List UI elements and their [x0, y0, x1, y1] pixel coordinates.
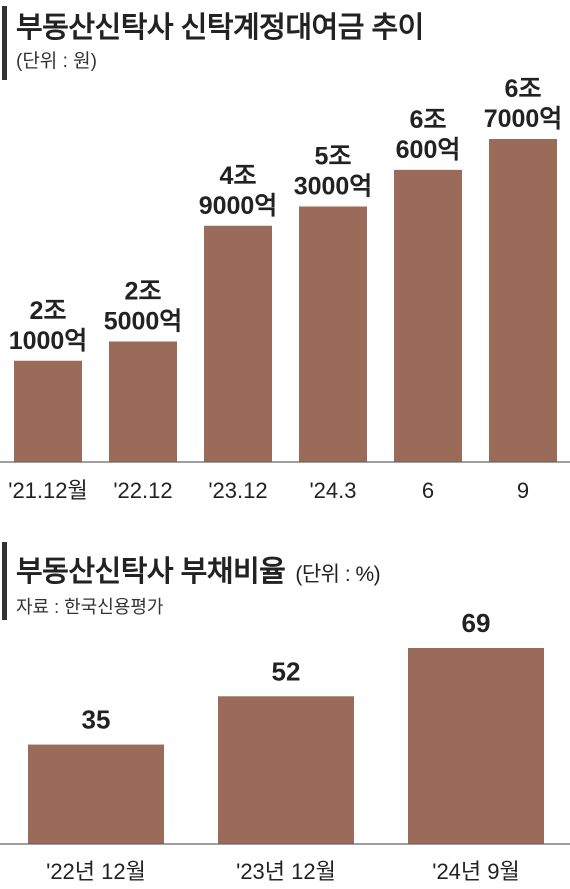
chart-trust-loans: 부동산신탁사 신탁계정대여금 추이 (단위 : 원) 2조 1000억 '21.12…: [0, 6, 570, 503]
x-tick-label: '21.12월: [8, 478, 88, 503]
bar-chart-svg: 2조1000억'21.12월2조5000억'22.124조9000억'23.12…: [0, 75, 570, 503]
chart-title: 부동산신탁사 신탁계정대여금 추이: [16, 12, 424, 44]
data-label: 6조: [410, 106, 447, 134]
x-tick-label: '23년 12월: [236, 859, 336, 884]
data-label: 9000억: [199, 192, 278, 220]
bar: [299, 206, 367, 462]
bar-chart-svg: 35 '22년 12월 52 '23년 12월 69 '24년 9월: [0, 608, 570, 884]
data-label: 69: [462, 608, 491, 638]
bar: [28, 744, 164, 844]
chart-debt-ratio: 부동산신탁사 부채비율 (단위 : %) 자료 : 한국신용평가 35 '22년 1…: [0, 530, 570, 889]
unit-label: (단위 : 원): [16, 51, 97, 72]
bar: [14, 360, 82, 462]
data-label: 1000억: [9, 327, 88, 355]
data-label: 5000억: [104, 307, 183, 335]
source-label: 자료 : 한국신용평가: [16, 597, 164, 617]
data-label: 52: [272, 656, 301, 686]
x-tick-label: '24.3: [309, 478, 356, 503]
bar: [218, 696, 354, 844]
bar: [489, 139, 557, 462]
data-label: 7000억: [484, 105, 563, 133]
data-label: 2조: [125, 277, 162, 305]
data-label: 3000억: [294, 172, 373, 200]
bar: [394, 169, 462, 462]
bar: [109, 341, 177, 462]
x-tick-label: 9: [517, 478, 529, 503]
bar: [204, 225, 272, 462]
data-label: 600억: [396, 136, 461, 164]
data-label: 35: [82, 705, 111, 735]
title-accent-bar: [2, 6, 7, 80]
chart-title-row: 부동산신탁사 부채비율 (단위 : %): [16, 548, 381, 590]
x-tick-label: '24년 9월: [432, 859, 520, 884]
bar: [408, 648, 544, 844]
unit-label: (단위 : %): [295, 563, 381, 586]
x-tick-label: '22년 12월: [46, 859, 146, 884]
x-tick-label: '22.12: [113, 478, 172, 503]
data-label: 6조: [505, 75, 542, 103]
x-tick-label: 6: [422, 478, 434, 503]
title-accent-bar: [2, 542, 7, 620]
data-label: 2조: [30, 297, 67, 325]
x-tick-label: '23.12: [208, 478, 267, 503]
data-label: 5조: [315, 142, 352, 170]
data-label: 4조: [220, 162, 257, 190]
chart-title: 부동산신탁사 부채비율: [16, 556, 286, 588]
